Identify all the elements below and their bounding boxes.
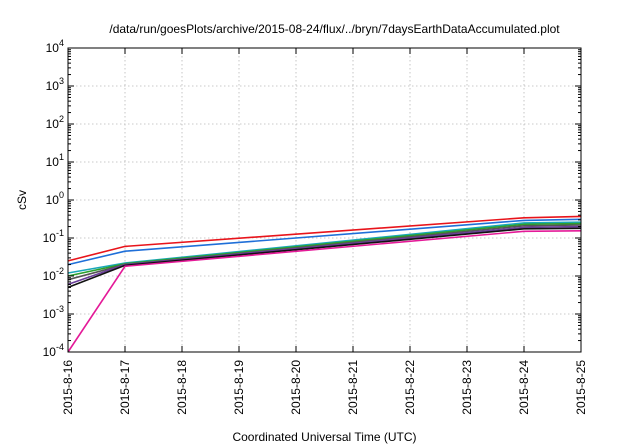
grid [68, 48, 581, 352]
x-axis-label: Coordinated Universal Time (UTC) [232, 430, 416, 444]
x-tick-label: 2015-8-24 [517, 360, 531, 415]
series-line-7 [67, 230, 582, 353]
series-group [67, 215, 582, 353]
x-tick-label: 2015-8-20 [289, 360, 303, 415]
x-tick-label: 2015-8-19 [232, 360, 246, 415]
x-tick-label: 2015-8-16 [61, 360, 75, 415]
x-tick-label: 2015-8-22 [403, 360, 417, 415]
y-tick-label: 100 [46, 190, 64, 207]
x-tick-label: 2015-8-21 [346, 360, 360, 415]
x-axis: 2015-8-16 2015-8-17 2015-8-18 2015-8-19 2015… [61, 48, 588, 415]
x-tick-label: 2015-8-17 [118, 360, 132, 415]
series-line-6 [67, 227, 582, 289]
y-tick-label: 103 [46, 76, 64, 93]
y-axis: 10-4 10-3 10-2 10-1 100 101 102 103 104 [43, 38, 581, 359]
y-tick-label: 10-4 [43, 342, 64, 359]
y-tick-label: 104 [46, 38, 64, 55]
y-tick-label: 101 [46, 152, 64, 169]
series-line-2 [67, 221, 582, 274]
y-tick-label: 102 [46, 114, 64, 131]
y-tick-label: 10-2 [43, 266, 64, 283]
x-tick-label: 2015-8-18 [175, 360, 189, 415]
series-line-0 [67, 215, 582, 262]
series-line-1 [67, 218, 582, 266]
y-axis-label: cSv [15, 190, 29, 210]
x-tick-label: 2015-8-23 [460, 360, 474, 415]
series-line-5 [67, 225, 582, 286]
y-tick-label: 10-3 [43, 304, 64, 321]
series-line-3 [67, 222, 582, 277]
x-tick-label: 2015-8-25 [574, 360, 588, 415]
y-tick-label: 10-1 [43, 228, 64, 245]
chart-title: /data/run/goesPlots/archive/2015-08-24/f… [109, 22, 560, 36]
